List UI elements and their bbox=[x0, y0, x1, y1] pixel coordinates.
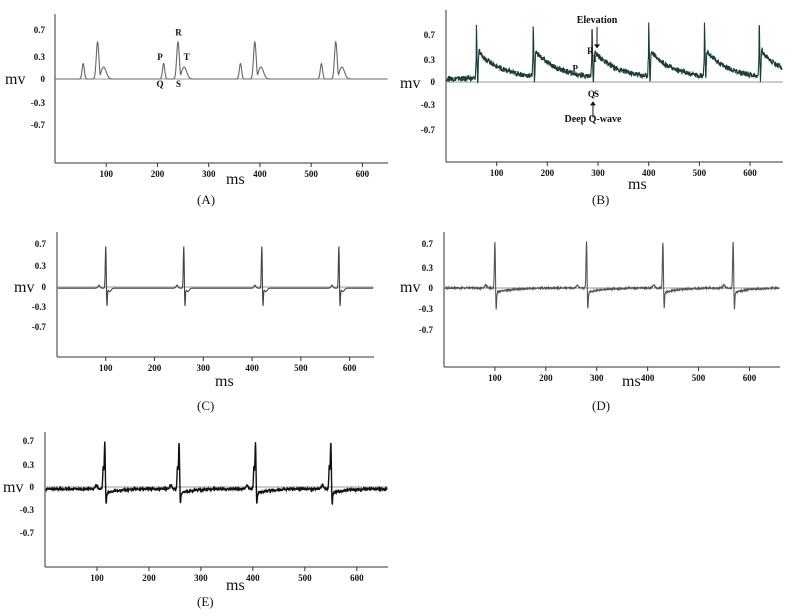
chart-panel-e: 0.7 0.3 0 -0.3 -0.7 100 200 300 400 500 600 mv ms (E) bbox=[3, 432, 388, 609]
x-tick-label: 300 bbox=[194, 573, 208, 583]
y-tick-label: -0.7 bbox=[31, 120, 46, 130]
y-axis-label: mv bbox=[5, 71, 25, 88]
y-tick-label: 0 bbox=[431, 77, 436, 87]
annotation-q: Q bbox=[588, 89, 595, 99]
x-tick-label: 500 bbox=[693, 168, 707, 178]
x-tick-label: 400 bbox=[246, 573, 260, 583]
y-axis-label: mv bbox=[3, 479, 23, 496]
y-tick-label: -0.7 bbox=[20, 528, 35, 538]
y-tick-label: 0.7 bbox=[34, 25, 46, 35]
y-tick-label: 0.7 bbox=[23, 436, 35, 446]
panel-label: (D) bbox=[592, 398, 610, 413]
panel-label: (B) bbox=[592, 192, 609, 207]
y-tick-label: 0.3 bbox=[424, 55, 436, 65]
x-tick-label: 400 bbox=[253, 169, 267, 179]
x-tick-label: 300 bbox=[591, 168, 605, 178]
chart-panel-c: 0.7 0.3 0 -0.3 -0.7 100 200 300 400 500 600 mv ms(C) bbox=[14, 232, 374, 413]
x-axis-label: ms bbox=[226, 171, 245, 188]
x-tick-label: 500 bbox=[298, 573, 312, 583]
x-axis-label: ms bbox=[226, 577, 245, 594]
y-tick-label: -0.7 bbox=[421, 125, 436, 135]
ecg-trace-e bbox=[45, 441, 388, 505]
x-axis-label: ms bbox=[628, 176, 647, 193]
y-tick-label: 0 bbox=[41, 74, 46, 84]
x-tick-label: 200 bbox=[142, 573, 156, 583]
y-axis-label: mv bbox=[400, 75, 420, 92]
x-tick-label: 600 bbox=[743, 168, 757, 178]
x-tick-label: 500 bbox=[294, 363, 308, 373]
elevation-arrowhead bbox=[594, 44, 601, 49]
deep-q-arrowhead bbox=[589, 101, 596, 106]
x-tick-label: 500 bbox=[692, 373, 706, 383]
y-tick-label: -0.3 bbox=[421, 100, 436, 110]
x-tick-label: 600 bbox=[743, 373, 757, 383]
panel-label: (C) bbox=[197, 398, 214, 413]
y-tick-label: 0.3 bbox=[35, 261, 47, 271]
panel-label: (A) bbox=[197, 192, 215, 207]
annotation-q: Q bbox=[157, 79, 164, 89]
x-tick-label: 300 bbox=[590, 373, 604, 383]
x-tick-label: 100 bbox=[99, 169, 113, 179]
y-tick-label: -0.7 bbox=[419, 325, 434, 335]
y-tick-label: -0.3 bbox=[31, 98, 46, 108]
x-tick-label: 200 bbox=[541, 168, 555, 178]
panel-label: (E) bbox=[197, 594, 214, 609]
chart-panel-a: 0.7 0.3 0 -0.3 -0.7 100 200 300 400 500 600 mv ms (A)… bbox=[5, 14, 388, 207]
x-tick-label: 200 bbox=[148, 363, 162, 373]
annotation-r: R bbox=[587, 46, 594, 56]
x-axis-label: ms bbox=[215, 373, 234, 390]
annotation-p: P bbox=[157, 52, 163, 62]
y-tick-label: 0.7 bbox=[35, 239, 47, 249]
x-tick-label: 600 bbox=[356, 169, 370, 179]
x-tick-label: 300 bbox=[197, 363, 211, 373]
x-tick-label: 300 bbox=[202, 169, 216, 179]
x-tick-label: 400 bbox=[245, 363, 259, 373]
x-tick-label: 600 bbox=[343, 363, 357, 373]
x-tick-label: 100 bbox=[90, 573, 104, 583]
y-tick-label: 0.3 bbox=[23, 460, 35, 470]
x-tick-label: 100 bbox=[99, 363, 113, 373]
annotation-t: T bbox=[184, 52, 190, 62]
annotation-deep-q-wave: Deep Q-wave bbox=[564, 114, 621, 125]
ecg-trace-a bbox=[56, 40, 387, 80]
y-tick-label: -0.7 bbox=[32, 322, 47, 332]
x-tick-label: 200 bbox=[539, 373, 553, 383]
y-tick-label: 0.7 bbox=[422, 239, 434, 249]
annotation-elevation: Elevation bbox=[577, 15, 618, 26]
y-tick-label: 0 bbox=[42, 282, 47, 292]
annotation-t: T bbox=[592, 54, 598, 64]
ecg-trace-b bbox=[446, 22, 783, 84]
x-tick-label: 400 bbox=[641, 373, 655, 383]
x-tick-label: 100 bbox=[490, 168, 504, 178]
ecg-trace-d bbox=[444, 241, 780, 310]
annotation-s: S bbox=[594, 89, 599, 99]
annotation-p: P bbox=[572, 63, 578, 73]
y-tick-label: 0.7 bbox=[424, 30, 436, 40]
x-tick-label: 600 bbox=[350, 573, 364, 583]
x-tick-label: 500 bbox=[304, 169, 318, 179]
y-tick-label: 0.3 bbox=[422, 263, 434, 273]
x-tick-label: 100 bbox=[488, 373, 502, 383]
annotation-r: R bbox=[175, 28, 182, 38]
y-tick-label: 0 bbox=[429, 283, 434, 293]
chart-panel-b: 0.7 0.3 0 -0.3 -0.7 100 200 300 400 500 600 mv ms (B)… bbox=[400, 10, 783, 207]
x-tick-label: 400 bbox=[642, 168, 656, 178]
y-axis-label: mv bbox=[400, 279, 420, 296]
chart-panel-d: 0.7 0.3 0 -0.3 -0.7 100 200 300 400 500 600 mv ms (D) bbox=[400, 232, 780, 413]
y-tick-label: -0.3 bbox=[419, 304, 434, 314]
y-tick-label: -0.3 bbox=[20, 505, 35, 515]
y-axis-label: mv bbox=[14, 279, 34, 296]
annotation-s: S bbox=[176, 79, 181, 89]
y-tick-label: -0.3 bbox=[32, 302, 47, 312]
y-tick-label: 0.3 bbox=[34, 52, 46, 62]
x-tick-label: 200 bbox=[151, 169, 165, 179]
y-tick-label: 0 bbox=[30, 482, 35, 492]
ecg-trace-c bbox=[57, 246, 374, 306]
x-axis-label: ms bbox=[622, 373, 641, 390]
